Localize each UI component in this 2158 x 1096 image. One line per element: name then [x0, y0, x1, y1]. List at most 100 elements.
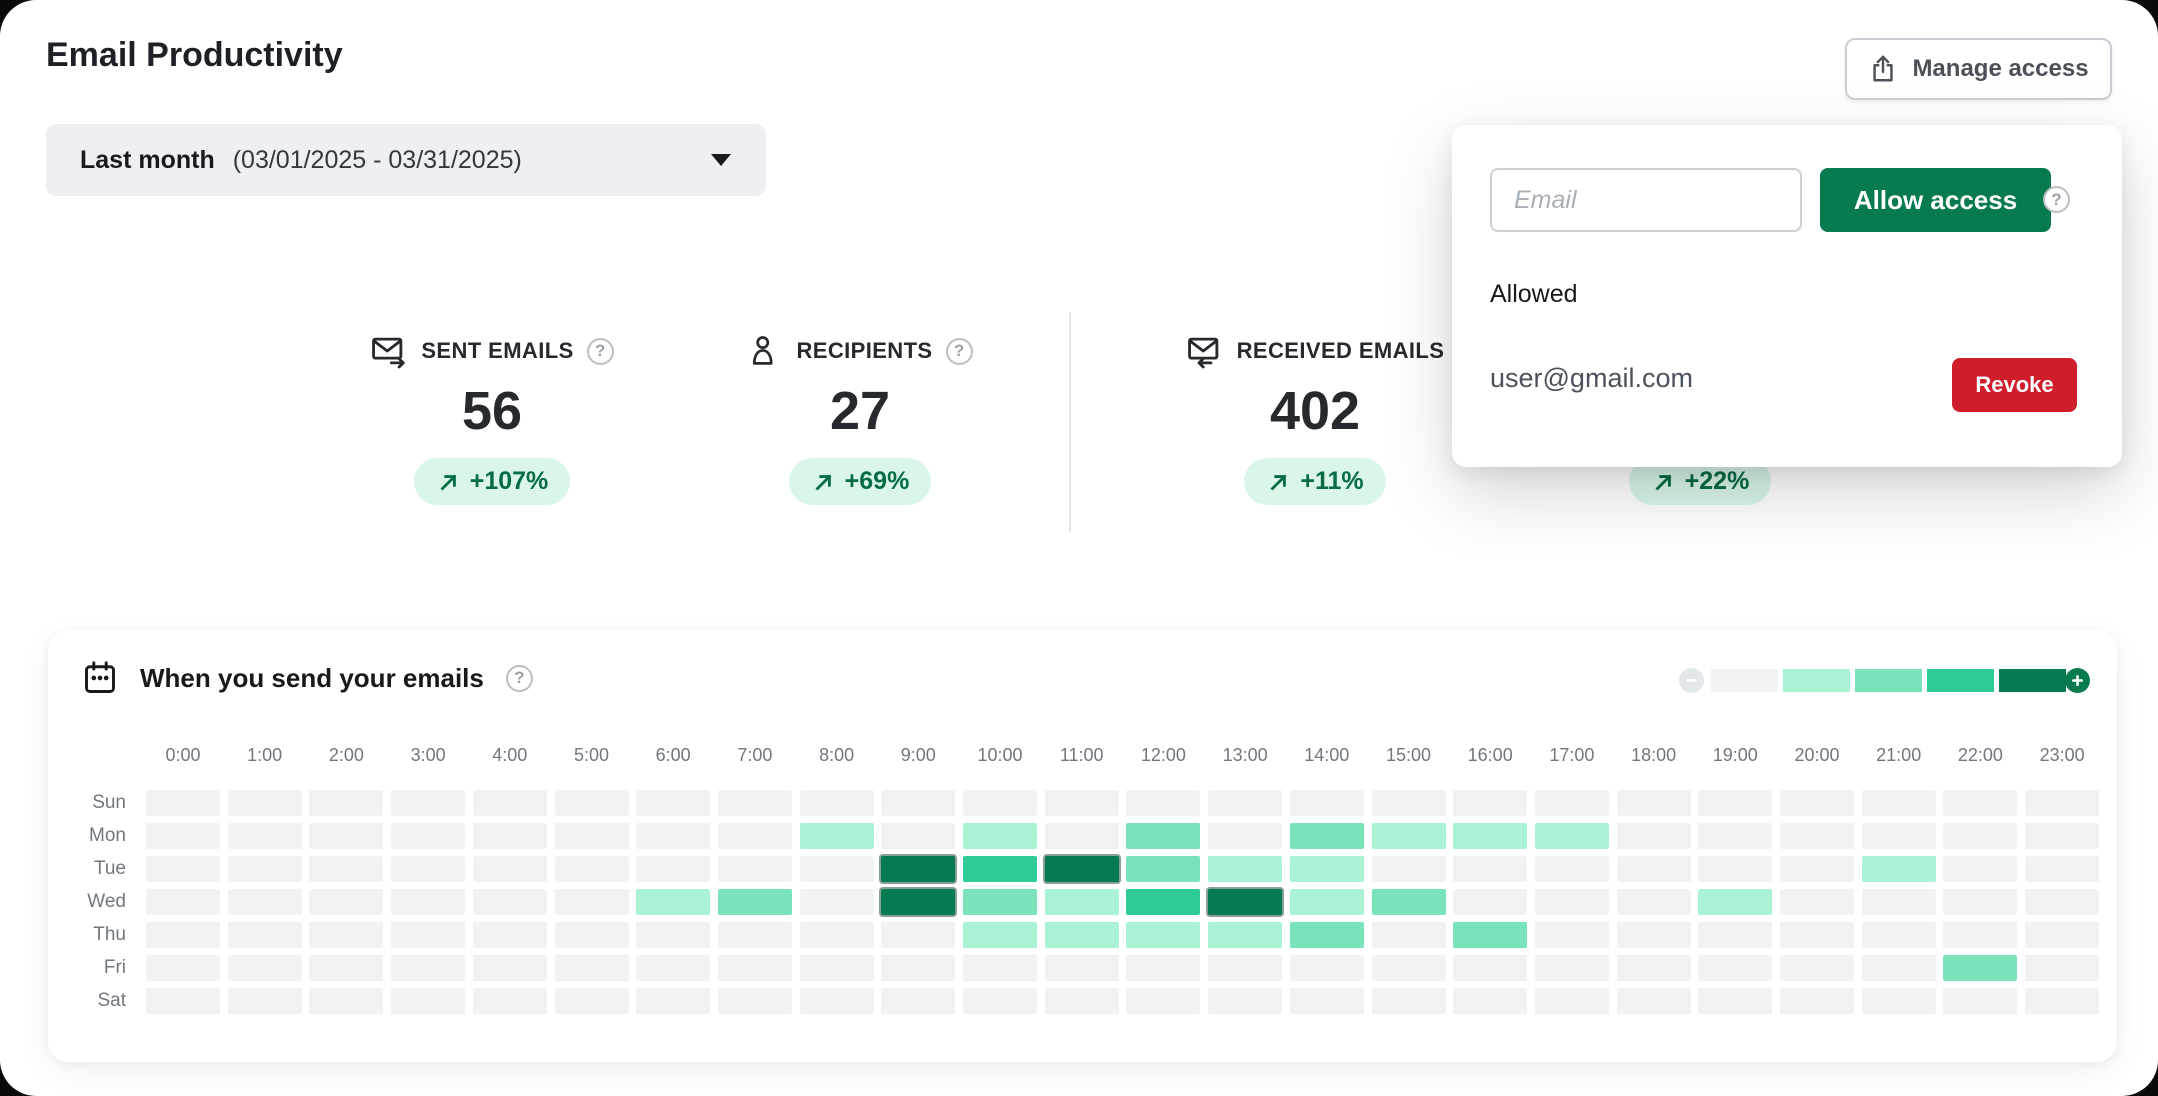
heatmap-cell[interactable] [1126, 790, 1201, 816]
heatmap-cell[interactable] [881, 823, 956, 849]
heatmap-cell[interactable] [146, 823, 220, 849]
heatmap-cell[interactable] [146, 988, 220, 1014]
heatmap-cell[interactable] [391, 856, 466, 882]
heatmap-cell[interactable] [1044, 988, 1119, 1014]
heatmap-cell[interactable] [799, 823, 874, 849]
heatmap-cell[interactable] [309, 988, 384, 1014]
heatmap-cell[interactable] [1044, 955, 1119, 981]
heatmap-cell[interactable] [146, 955, 220, 981]
heatmap-cell[interactable] [963, 823, 1037, 849]
heatmap-cell[interactable] [636, 790, 711, 816]
heatmap-cell[interactable] [1289, 823, 1364, 849]
heatmap-cell[interactable] [1289, 889, 1364, 915]
heatmap-cell[interactable] [1208, 856, 1283, 882]
date-range-dropdown[interactable]: Last month (03/01/2025 - 03/31/2025) [46, 124, 766, 196]
heatmap-cell[interactable] [717, 823, 792, 849]
heatmap-cell[interactable] [309, 889, 384, 915]
heatmap-cell[interactable] [881, 922, 956, 948]
heatmap-cell[interactable] [1534, 922, 1609, 948]
heatmap-cell[interactable] [227, 823, 302, 849]
heatmap-cell[interactable] [1780, 922, 1854, 948]
heatmap-cell[interactable] [717, 988, 792, 1014]
heatmap-cell[interactable] [636, 823, 711, 849]
heatmap-cell[interactable] [227, 988, 302, 1014]
heatmap-cell[interactable] [391, 889, 466, 915]
heatmap-cell[interactable] [799, 955, 874, 981]
heatmap-cell[interactable] [1698, 790, 1773, 816]
heatmap-cell[interactable] [1126, 889, 1201, 915]
heatmap-cell[interactable] [1208, 922, 1283, 948]
heatmap-cell[interactable] [309, 922, 384, 948]
heatmap-cell[interactable] [1126, 823, 1201, 849]
help-icon[interactable]: ? [2043, 186, 2070, 213]
heatmap-cell[interactable] [1208, 889, 1283, 915]
heatmap-cell[interactable] [309, 955, 384, 981]
heatmap-cell[interactable] [472, 790, 547, 816]
heatmap-cell[interactable] [554, 856, 629, 882]
heatmap-cell[interactable] [1534, 856, 1609, 882]
heatmap-cell[interactable] [1208, 823, 1283, 849]
heatmap-cell[interactable] [227, 922, 302, 948]
legend-minus-icon[interactable] [1679, 668, 1704, 693]
heatmap-cell[interactable] [1371, 823, 1446, 849]
heatmap-cell[interactable] [1044, 889, 1119, 915]
heatmap-cell[interactable] [1126, 922, 1201, 948]
heatmap-cell[interactable] [391, 790, 466, 816]
heatmap-cell[interactable] [1861, 955, 1936, 981]
heatmap-cell[interactable] [1861, 889, 1936, 915]
heatmap-cell[interactable] [799, 856, 874, 882]
heatmap-cell[interactable] [1289, 955, 1364, 981]
heatmap-cell[interactable] [881, 988, 956, 1014]
heatmap-cell[interactable] [1453, 955, 1528, 981]
heatmap-cell[interactable] [881, 856, 956, 882]
heatmap-cell[interactable] [636, 922, 711, 948]
heatmap-cell[interactable] [1371, 922, 1446, 948]
heatmap-cell[interactable] [1289, 988, 1364, 1014]
heatmap-cell[interactable] [554, 790, 629, 816]
heatmap-cell[interactable] [1534, 988, 1609, 1014]
heatmap-cell[interactable] [1453, 856, 1528, 882]
help-icon[interactable]: ? [505, 664, 533, 692]
heatmap-cell[interactable] [1453, 823, 1528, 849]
heatmap-cell[interactable] [963, 889, 1037, 915]
heatmap-cell[interactable] [1780, 790, 1854, 816]
heatmap-cell[interactable] [717, 922, 792, 948]
heatmap-cell[interactable] [146, 889, 220, 915]
heatmap-cell[interactable] [1861, 823, 1936, 849]
heatmap-cell[interactable] [1126, 856, 1201, 882]
heatmap-cell[interactable] [1044, 856, 1119, 882]
heatmap-cell[interactable] [636, 955, 711, 981]
heatmap-cell[interactable] [799, 889, 874, 915]
heatmap-cell[interactable] [554, 889, 629, 915]
heatmap-cell[interactable] [1780, 856, 1854, 882]
heatmap-cell[interactable] [1616, 988, 1691, 1014]
help-icon[interactable]: ? [945, 337, 973, 365]
heatmap-cell[interactable] [391, 823, 466, 849]
heatmap-cell[interactable] [2025, 856, 2100, 882]
heatmap-cell[interactable] [1698, 823, 1773, 849]
heatmap-cell[interactable] [1453, 889, 1528, 915]
heatmap-cell[interactable] [227, 790, 302, 816]
heatmap-cell[interactable] [1943, 823, 2018, 849]
heatmap-cell[interactable] [881, 889, 956, 915]
heatmap-cell[interactable] [1044, 823, 1119, 849]
heatmap-cell[interactable] [1616, 955, 1691, 981]
heatmap-cell[interactable] [1289, 790, 1364, 816]
heatmap-cell[interactable] [1943, 988, 2018, 1014]
heatmap-cell[interactable] [1534, 823, 1609, 849]
heatmap-cell[interactable] [554, 922, 629, 948]
heatmap-cell[interactable] [309, 823, 384, 849]
email-input[interactable] [1490, 168, 1802, 232]
heatmap-cell[interactable] [2025, 955, 2100, 981]
heatmap-cell[interactable] [963, 955, 1037, 981]
heatmap-cell[interactable] [391, 955, 466, 981]
heatmap-cell[interactable] [1943, 856, 2018, 882]
heatmap-cell[interactable] [472, 856, 547, 882]
heatmap-cell[interactable] [1698, 955, 1773, 981]
heatmap-cell[interactable] [1861, 922, 1936, 948]
heatmap-cell[interactable] [1616, 922, 1691, 948]
heatmap-cell[interactable] [881, 790, 956, 816]
heatmap-cell[interactable] [472, 988, 547, 1014]
heatmap-cell[interactable] [1453, 988, 1528, 1014]
manage-access-button[interactable]: Manage access [1845, 38, 2112, 100]
